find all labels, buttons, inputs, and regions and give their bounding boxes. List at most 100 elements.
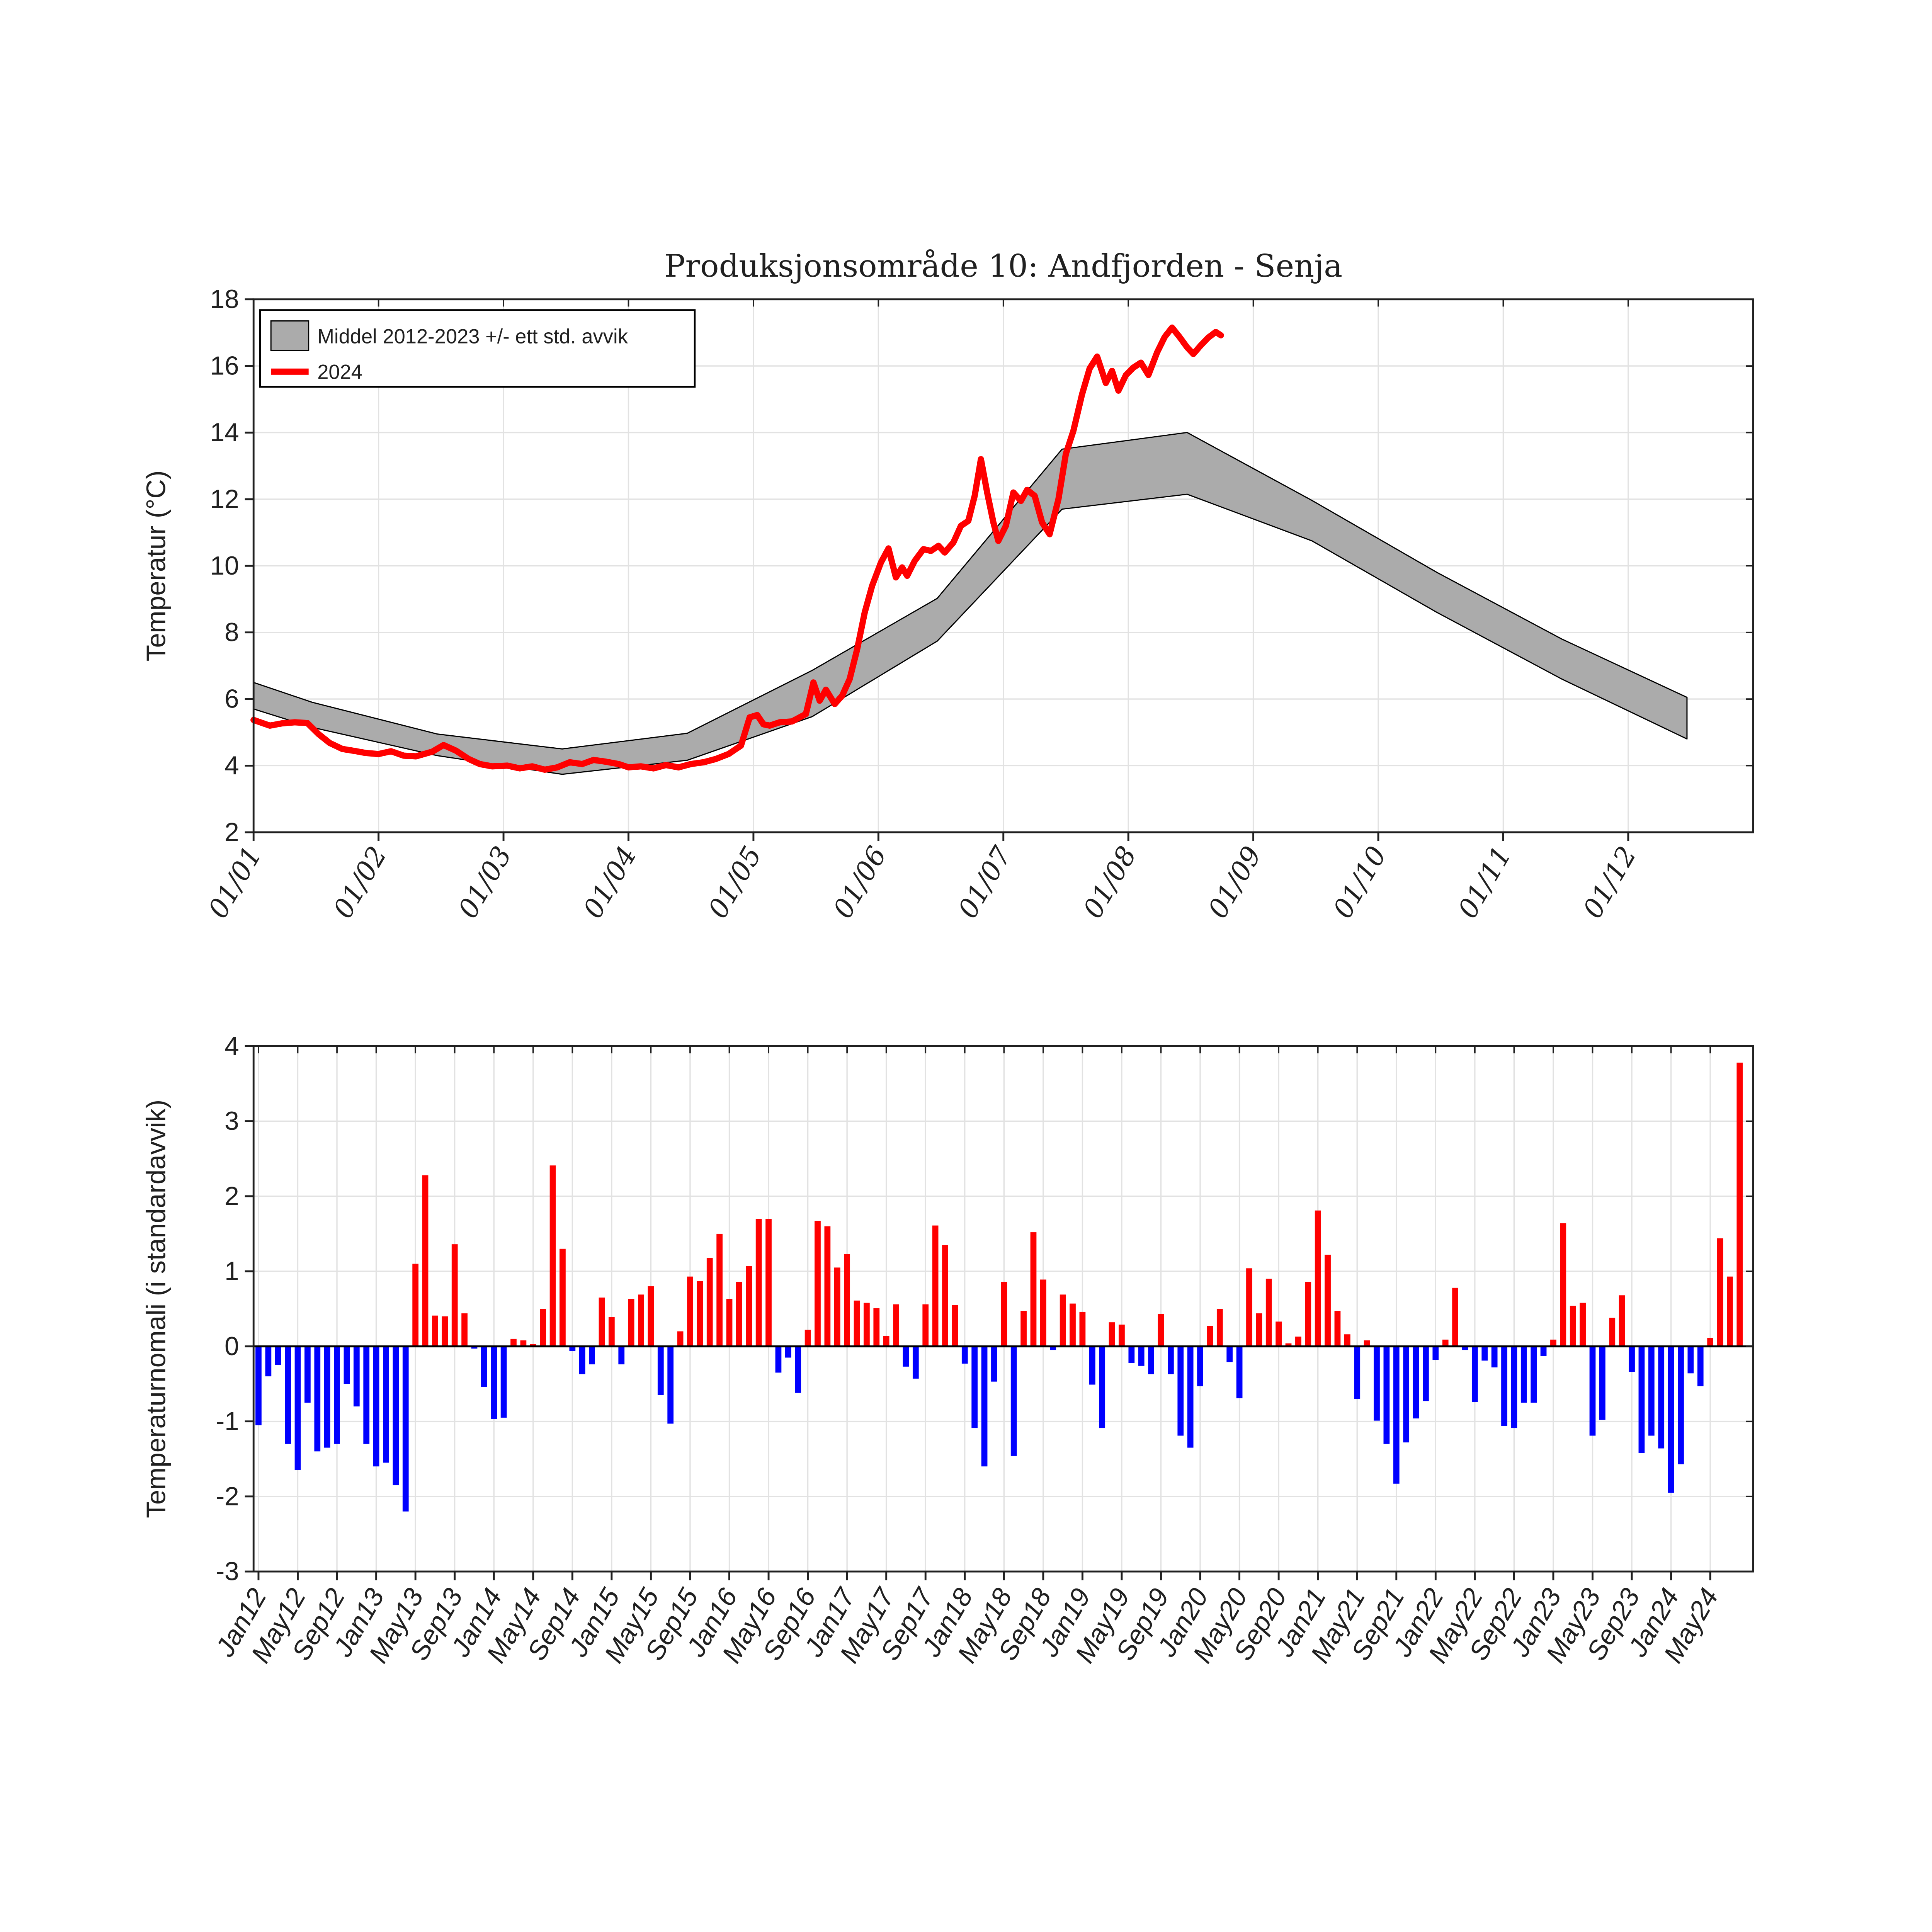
anomaly-bar <box>1491 1346 1498 1367</box>
y-tick-label: -1 <box>216 1407 239 1436</box>
y-tick-label: 18 <box>210 285 239 314</box>
top-axes <box>245 298 1754 841</box>
legend-2024-label: 2024 <box>317 361 362 384</box>
anomaly-bar <box>579 1346 585 1374</box>
x-tick-label-group: 01/02 <box>328 841 393 923</box>
y-tick-label: 3 <box>224 1107 239 1136</box>
anomaly-bar <box>275 1346 281 1365</box>
anomaly-bar <box>1589 1346 1596 1436</box>
anomaly-bar <box>1629 1346 1635 1372</box>
anomaly-bar <box>324 1346 330 1448</box>
anomaly-bar <box>657 1346 664 1395</box>
anomaly-bar <box>1648 1346 1655 1436</box>
anomaly-bar <box>442 1316 448 1347</box>
anomaly-bar <box>451 1244 458 1347</box>
x-tick-label: 01/02 <box>328 841 393 923</box>
y-tick-label: 8 <box>224 618 239 647</box>
anomaly-bar <box>1393 1346 1400 1484</box>
anomaly-bar <box>373 1346 379 1467</box>
anomaly-bar <box>412 1264 419 1347</box>
anomaly-bar <box>726 1299 733 1347</box>
x-tick-label-group: 01/04 <box>577 841 643 923</box>
x-tick-label: 01/07 <box>952 841 1018 923</box>
x-tick-label-group: 01/12 <box>1577 841 1643 923</box>
anomaly-bar <box>1216 1309 1223 1347</box>
anomaly-bar <box>1315 1210 1321 1347</box>
legend-box <box>259 309 696 388</box>
anomaly-bar <box>1374 1346 1380 1421</box>
x-tick-label-group: 01/01 <box>202 841 268 923</box>
anomaly-bar <box>1678 1346 1684 1464</box>
line-2024 <box>250 324 1224 773</box>
anomaly-bar <box>687 1276 693 1347</box>
anomaly-bar <box>1658 1346 1665 1449</box>
anomaly-bar <box>432 1315 438 1347</box>
anomaly-bar <box>1481 1346 1488 1361</box>
anomaly-bar <box>1432 1346 1439 1360</box>
anomaly-bar <box>991 1346 997 1382</box>
anomaly-bar <box>1531 1346 1537 1403</box>
line-2024-path <box>250 324 1224 773</box>
anomaly-bar <box>589 1346 595 1364</box>
anomaly-bars <box>253 1063 1753 1512</box>
x-tick-label-group: 01/07 <box>952 841 1018 923</box>
anomaly-bar <box>1168 1346 1174 1374</box>
x-tick-label-group: 01/08 <box>1077 841 1143 923</box>
x-tick-label: 01/12 <box>1577 841 1643 923</box>
anomaly-bar <box>1010 1346 1017 1456</box>
top-y-axis-label: Temperatur (°C) <box>141 470 171 661</box>
anomaly-bar <box>265 1346 272 1377</box>
anomaly-bar <box>1325 1255 1331 1347</box>
x-tick-label: 01/04 <box>577 841 643 923</box>
anomaly-bar <box>1736 1063 1743 1347</box>
anomaly-bar <box>1520 1346 1527 1403</box>
anomaly-bar <box>1442 1339 1449 1347</box>
anomaly-bar <box>294 1346 301 1470</box>
anomaly-bar <box>932 1225 939 1347</box>
anomaly-bar <box>785 1346 791 1358</box>
anomaly-bar <box>1697 1346 1704 1386</box>
std-dev-band <box>253 432 1688 775</box>
anomaly-bar <box>1207 1326 1213 1347</box>
legend: Middel 2012-2023 +/- ett std. avvik 2024 <box>259 309 696 388</box>
anomaly-bar <box>520 1340 527 1347</box>
anomaly-bar <box>530 1344 536 1347</box>
anomaly-bar <box>1717 1238 1723 1347</box>
anomaly-bar <box>1462 1346 1468 1350</box>
anomaly-bar <box>481 1346 487 1387</box>
y-tick-label: -2 <box>216 1482 239 1511</box>
anomaly-bar <box>1599 1346 1605 1420</box>
anomaly-bar <box>775 1346 782 1373</box>
anomaly-bar <box>1364 1340 1370 1347</box>
x-tick-label: 01/01 <box>202 841 268 923</box>
anomaly-bar <box>1040 1279 1046 1347</box>
anomaly-bar <box>1560 1223 1566 1347</box>
anomaly-bar <box>393 1346 399 1485</box>
x-tick-label: 01/11 <box>1452 841 1517 923</box>
anomaly-bar <box>1344 1334 1350 1347</box>
x-tick-label: 01/03 <box>452 841 518 923</box>
anomaly-bar <box>1197 1346 1203 1386</box>
anomaly-bar <box>1570 1306 1576 1347</box>
anomaly-bar <box>648 1286 654 1347</box>
anomaly-bar <box>873 1308 880 1347</box>
anomaly-bar <box>638 1294 644 1347</box>
y-tick-label: 2 <box>224 1182 239 1211</box>
anomaly-bar <box>883 1336 889 1347</box>
anomaly-bar <box>1668 1346 1674 1493</box>
anomaly-bar <box>1236 1346 1243 1398</box>
anomaly-bar <box>1246 1268 1252 1347</box>
anomaly-bar <box>706 1258 713 1347</box>
anomaly-bar <box>599 1298 605 1347</box>
anomaly-bar <box>1423 1346 1429 1401</box>
anomaly-bar <box>353 1346 360 1406</box>
anomaly-bar <box>1285 1343 1292 1347</box>
anomaly-bar <box>618 1346 625 1364</box>
x-tick-label: 01/05 <box>702 841 768 923</box>
anomaly-bar <box>903 1346 909 1367</box>
anomaly-bar <box>549 1165 556 1347</box>
anomaly-bar <box>952 1305 958 1347</box>
anomaly-bar <box>510 1338 517 1347</box>
y-tick-label: 10 <box>210 551 239 580</box>
